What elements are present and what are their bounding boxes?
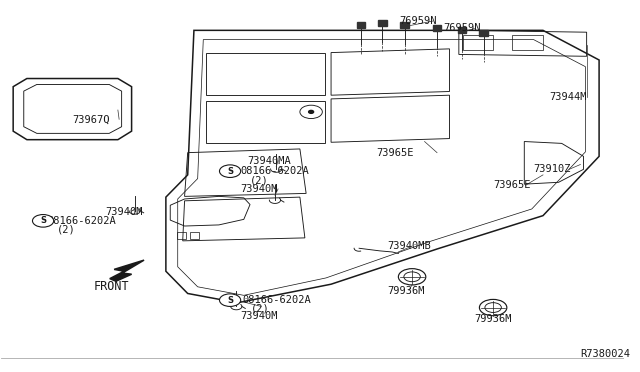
Text: 73967Q: 73967Q (72, 114, 110, 124)
Text: 76959N: 76959N (399, 16, 437, 26)
Bar (378, 20, 387, 26)
Text: 79936M: 79936M (474, 314, 512, 324)
Text: S: S (227, 296, 233, 305)
Bar (433, 25, 442, 31)
Text: 73965E: 73965E (493, 180, 531, 190)
Text: 73910Z: 73910Z (534, 164, 571, 174)
Text: 73940MB: 73940MB (387, 241, 431, 251)
Text: 73940M: 73940M (241, 311, 278, 321)
Text: R7380024: R7380024 (580, 349, 630, 359)
Polygon shape (110, 260, 144, 281)
Text: (2): (2) (57, 225, 76, 235)
Text: 73940M: 73940M (241, 184, 278, 194)
Text: (2): (2) (250, 176, 269, 185)
Text: S: S (40, 217, 46, 225)
Circle shape (220, 294, 241, 307)
Text: S: S (227, 167, 233, 176)
Text: 08166-6202A: 08166-6202A (47, 216, 116, 226)
Circle shape (220, 165, 241, 177)
Bar (400, 22, 409, 28)
Circle shape (33, 215, 54, 227)
Text: FRONT: FRONT (94, 280, 129, 293)
Text: (2): (2) (252, 303, 270, 313)
Circle shape (308, 110, 314, 113)
Text: 08166-6202A: 08166-6202A (241, 166, 309, 176)
Bar (458, 28, 467, 33)
Text: 76959N: 76959N (444, 23, 481, 33)
Text: 73965E: 73965E (376, 148, 413, 158)
Text: 73940M: 73940M (106, 207, 143, 217)
Text: 79936M: 79936M (387, 286, 425, 295)
Text: 08166-6202A: 08166-6202A (243, 295, 311, 305)
Bar (356, 22, 365, 28)
Text: 73940MA: 73940MA (247, 156, 291, 166)
Bar (479, 31, 488, 36)
Text: 73944M: 73944M (549, 92, 587, 102)
